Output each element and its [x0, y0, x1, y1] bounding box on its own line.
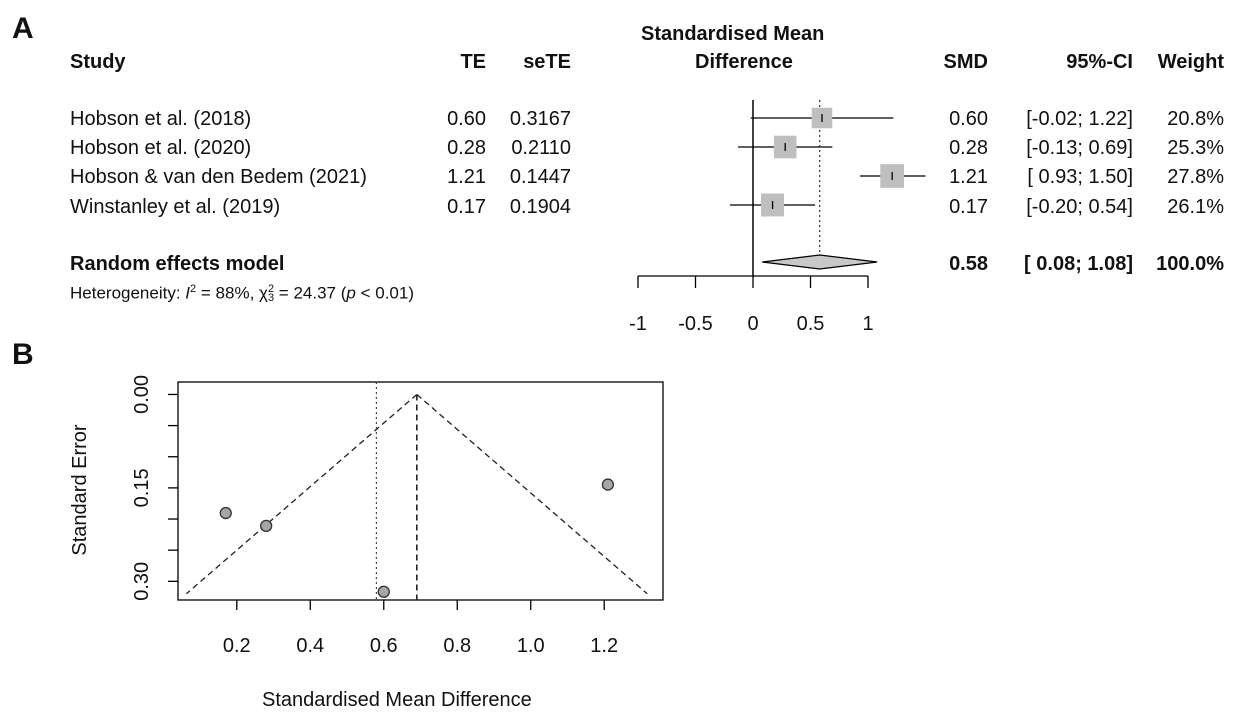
study-sete: 0.3167: [509, 108, 571, 130]
study-sete: 0.1447: [509, 166, 571, 188]
heterogeneity-prefix: Heterogeneity:: [70, 283, 186, 303]
panel-b-label: B: [12, 338, 34, 371]
study-smd: 0.60: [949, 108, 988, 130]
forest-x-tick-label: -1: [629, 313, 647, 335]
heterogeneity-chi: = 24.37 (: [274, 283, 347, 303]
study-te: 1.21: [447, 166, 486, 188]
forest-x-tick-label: 1: [862, 313, 873, 335]
funnel-x-tick-label: 0.8: [443, 635, 471, 657]
pooled-ci: [ 0.08; 1.08]: [1024, 253, 1133, 275]
funnel-plot-frame: [177, 381, 664, 601]
funnel-x-tick-label: 1.0: [517, 635, 545, 657]
forest-x-tick-label: -0.5: [678, 313, 712, 335]
funnel-x-tick-label: 1.2: [590, 635, 618, 657]
forest-plot: -1 -0.5 0 0.5 1: [629, 100, 926, 335]
funnel-y-tick-label: 0.30: [131, 562, 153, 601]
study-te: 0.17: [447, 196, 486, 218]
funnel-x-tick-label: 0.6: [370, 635, 398, 657]
study-weight: 26.1%: [1167, 196, 1224, 218]
study-sete: 0.2110: [511, 137, 571, 159]
funnel-plot: 0.2 0.4 0.6 0.8 1.0 1.2 0.00 0.15 0.30: [131, 375, 664, 657]
funnel-y-tick-label: 0.15: [131, 468, 153, 507]
funnel-point: [260, 519, 273, 533]
study-name: Hobson & van den Bedem (2021): [70, 166, 367, 188]
study-ci: [-0.13; 0.69]: [1026, 137, 1133, 159]
header-effect-line1: Standardised Mean: [641, 23, 825, 45]
funnel-right-boundary: [416, 393, 648, 595]
funnel-x-tick-label: 0.2: [223, 635, 251, 657]
pooled-diamond: [762, 254, 878, 270]
funnel-x-tick-label: 0.4: [296, 635, 324, 657]
header-sete: seTE: [523, 51, 571, 73]
study-ci: [-0.02; 1.22]: [1026, 108, 1133, 130]
study-te: 0.60: [447, 108, 486, 130]
study-weight: 25.3%: [1167, 137, 1224, 159]
pooled-weight: 100.0%: [1156, 253, 1224, 275]
study-sete: 0.1904: [509, 196, 571, 218]
study-weight: 20.8%: [1167, 108, 1224, 130]
heterogeneity-p: < 0.01): [355, 283, 414, 303]
header-study: Study: [70, 51, 126, 73]
funnel-point: [377, 585, 390, 598]
study-weight: 27.8%: [1167, 166, 1224, 188]
header-smd: SMD: [943, 51, 988, 73]
study-te: 0.28: [447, 137, 486, 159]
study-name: Hobson et al. (2020): [70, 137, 252, 159]
study-smd: 0.28: [949, 137, 988, 159]
forest-x-tick-label: 0.5: [797, 313, 825, 335]
pooled-label: Random effects model: [70, 253, 285, 275]
funnel-point: [219, 506, 232, 520]
funnel-left-boundary: [185, 393, 418, 595]
header-effect-line2: Difference: [695, 51, 793, 73]
study-smd: 1.21: [949, 166, 988, 188]
header-weight: Weight: [1157, 51, 1224, 73]
header-ci: 95%-CI: [1066, 51, 1133, 73]
funnel-point: [601, 478, 615, 491]
study-name: Winstanley et al. (2019): [70, 196, 281, 218]
study-ci: [-0.20; 0.54]: [1026, 196, 1133, 218]
study-ci: [ 0.93; 1.50]: [1027, 166, 1133, 188]
panel-a-label: A: [12, 12, 34, 45]
funnel-y-tick-label: 0.00: [131, 375, 153, 414]
study-smd: 0.17: [949, 196, 988, 218]
pooled-smd: 0.58: [949, 253, 988, 275]
header-te: TE: [460, 51, 486, 73]
heterogeneity-i2: = 88%,: [200, 283, 260, 303]
study-name: Hobson et al. (2018): [70, 108, 252, 130]
funnel-xlabel: Standardised Mean Difference: [262, 689, 532, 711]
forest-x-tick-label: 0: [747, 313, 758, 335]
